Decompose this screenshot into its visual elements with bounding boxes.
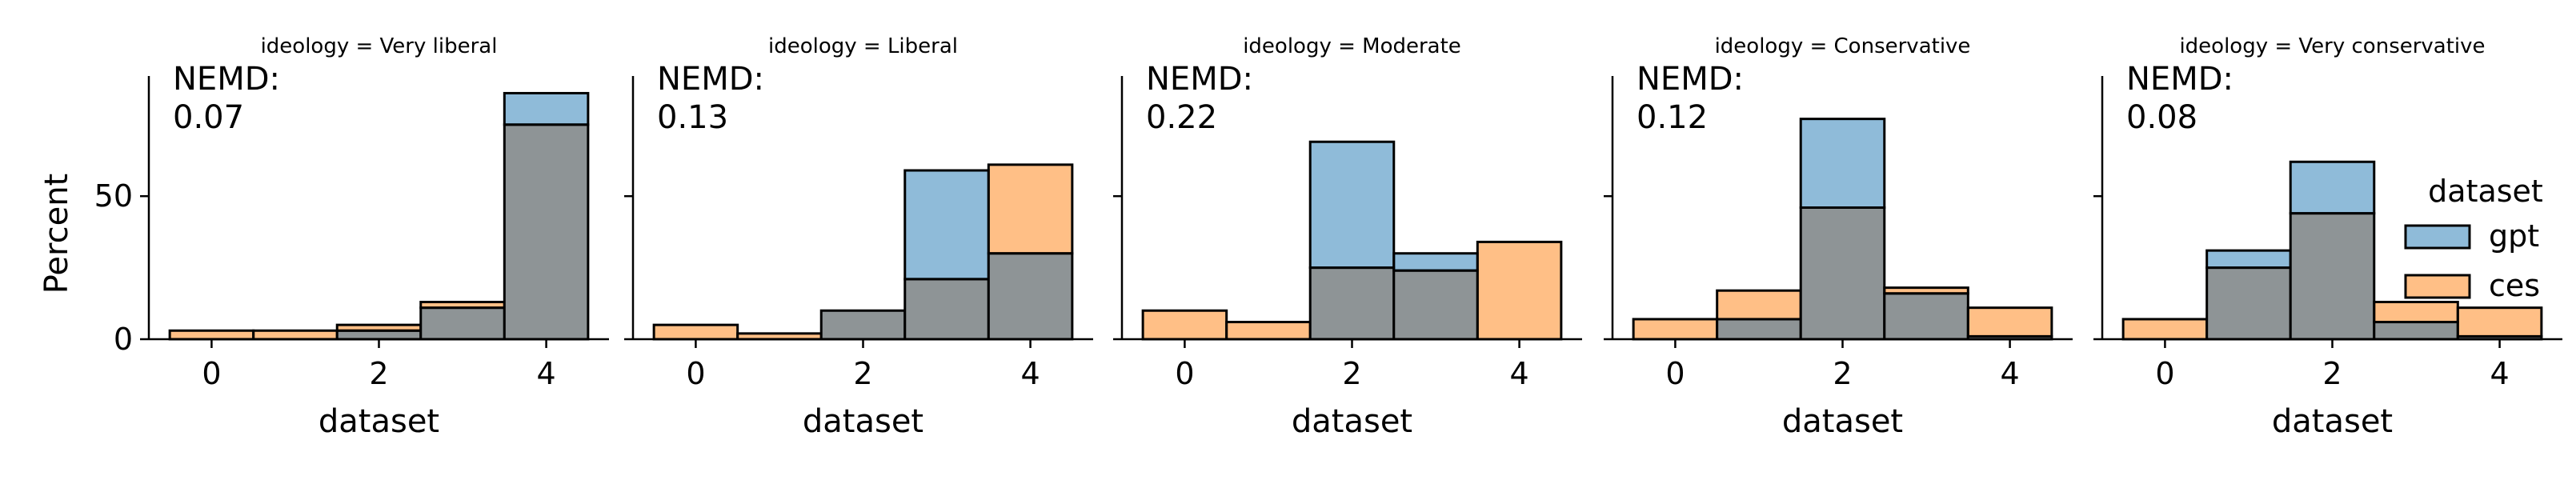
nemd-label: NEMD: [1146, 61, 1253, 98]
bar-ces [168, 329, 255, 341]
bar-gpt [2205, 249, 2292, 270]
x-tick-label: 0 [202, 356, 221, 391]
nemd-label: NEMD: [657, 61, 764, 98]
bar-ces [1225, 321, 1312, 341]
nemd-value: 0.07 [173, 99, 244, 136]
facet-panel-2: ideology = Liberal 0 2 4 dataset NEMD:0.13 [624, 34, 1093, 440]
histogram-bars [1141, 140, 1563, 341]
facet-title: ideology = Conservative [1715, 34, 1971, 58]
x-tick-label: 4 [2000, 356, 2019, 391]
x-axis-label: dataset [803, 403, 923, 440]
x-tick-label: 4 [1509, 356, 1528, 391]
bar-ces [652, 323, 739, 341]
y-axis-label: Percent [38, 174, 75, 294]
legend-swatch-ces [2404, 274, 2471, 299]
bar-ces [1883, 286, 1969, 295]
bar-ces [1716, 289, 1802, 321]
bar-gpt [1308, 140, 1396, 270]
legend-swatch-gpt [2404, 224, 2471, 250]
nemd-label: NEMD: [1637, 61, 1744, 98]
bar-overlap [987, 252, 1074, 341]
bar-ces [2456, 306, 2543, 338]
histogram-bars [168, 91, 590, 341]
bar-ces [252, 329, 339, 341]
nemd-value: 0.08 [2126, 99, 2197, 136]
facet-title: ideology = Liberal [768, 34, 958, 58]
facet-panel-4: ideology = Conservative 0 2 4 dataset NEMD:0.… [1604, 34, 2073, 440]
x-tick-label: 2 [1342, 356, 1361, 391]
bar-overlap [2289, 212, 2376, 341]
facet-title: ideology = Very liberal [261, 34, 498, 58]
bar-overlap [2205, 266, 2292, 341]
x-tick-label: 0 [1665, 356, 1685, 391]
x-tick-label: 2 [2322, 356, 2342, 391]
histogram-bars [1632, 118, 2053, 341]
facet-panel-5: ideology = Very conservative 0 2 4 dataset NE… [2093, 34, 2562, 440]
facet-title: ideology = Very conservative [2179, 34, 2485, 58]
bar-ces [1966, 306, 2053, 338]
facet-panel-3: ideology = Moderate 0 2 4 dataset NEMD:0.22 [1113, 34, 1582, 440]
bar-gpt [1392, 252, 1479, 272]
x-axis-label: dataset [1782, 403, 1903, 440]
histogram-bars [2121, 160, 2543, 341]
x-axis-label: dataset [2272, 403, 2393, 440]
histogram-bars [652, 163, 1074, 341]
bar-gpt [2289, 160, 2376, 215]
bar-ces [2121, 318, 2209, 341]
x-tick-label: 0 [2155, 356, 2174, 391]
bar-overlap [419, 306, 506, 341]
x-tick-label: 2 [853, 356, 872, 391]
bar-gpt [903, 169, 990, 281]
x-tick-label: 0 [1175, 356, 1194, 391]
bar-overlap [503, 123, 590, 341]
bar-ces [419, 301, 506, 310]
bar-overlap [903, 278, 990, 341]
x-axis-label: dataset [318, 403, 439, 440]
x-axis-label: dataset [1292, 403, 1412, 440]
legend-label-gpt: gpt [2489, 218, 2539, 254]
y-tick-label: 0 [114, 322, 133, 357]
bar-overlap [819, 309, 907, 341]
facet-panel-1: ideology = Very liberal 0 50 0 2 4 dataset NEMD… [94, 34, 609, 440]
x-tick-label: 4 [1020, 356, 1040, 391]
legend: dataset gpt ces [2404, 174, 2543, 303]
facet-panels: ideology = Very liberal 0 50 0 2 4 dataset NEMD… [38, 34, 2562, 440]
nemd-value: 0.12 [1637, 99, 1708, 136]
bar-gpt [1799, 118, 1886, 210]
bar-overlap [1716, 318, 1802, 341]
bar-overlap [1392, 269, 1479, 341]
bar-overlap [1799, 206, 1886, 341]
x-tick-label: 2 [369, 356, 388, 391]
legend-label-ces: ces [2489, 268, 2540, 303]
bar-ces [1632, 318, 1719, 341]
bar-overlap [1883, 292, 1969, 341]
bar-ces [1141, 309, 1228, 341]
y-tick-label: 50 [94, 178, 133, 214]
bar-ces [987, 163, 1074, 255]
bar-ces [1476, 240, 1563, 341]
nemd-value: 0.13 [657, 99, 728, 136]
x-tick-label: 4 [536, 356, 555, 391]
bar-ces [335, 323, 423, 332]
x-tick-label: 0 [686, 356, 705, 391]
facet-title: ideology = Moderate [1243, 34, 1461, 58]
x-tick-label: 4 [2490, 356, 2509, 391]
legend-title: dataset [2428, 174, 2543, 209]
bar-gpt [503, 91, 590, 126]
nemd-label: NEMD: [173, 61, 280, 98]
bar-overlap [2373, 321, 2459, 341]
nemd-value: 0.22 [1146, 99, 1217, 136]
x-tick-label: 2 [1833, 356, 1852, 391]
bar-overlap [1308, 266, 1396, 341]
bar-overlap [335, 329, 423, 341]
nemd-label: NEMD: [2126, 61, 2233, 98]
bar-ces [2373, 301, 2459, 324]
